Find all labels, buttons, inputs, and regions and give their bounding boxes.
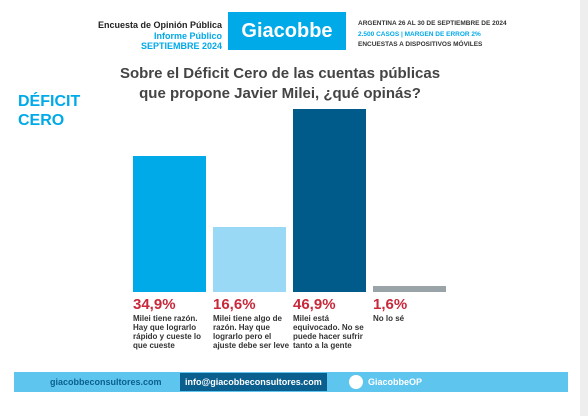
value-label: 46,9% — [293, 296, 336, 313]
footer-email[interactable]: info@giacobbeconsultores.com — [180, 373, 327, 391]
brand-logo: Giacobbe — [228, 12, 346, 50]
category-label: Milei tiene razón. Hay que lograrlo rápi… — [133, 314, 202, 350]
header-location: ARGENTINA 26 AL 30 DE SEPTIEMBRE DE 2024 — [358, 20, 507, 27]
footer-web[interactable]: giacobbeconsultores.com — [50, 377, 162, 387]
footer-twitter[interactable]: GiacobbeOP — [368, 377, 423, 387]
value-label: 1,6% — [373, 296, 408, 313]
header-report: Informe Público — [153, 31, 222, 41]
bar — [213, 227, 286, 292]
value-label: 16,6% — [213, 296, 256, 313]
header-method: ENCUESTAS A DISPOSITIVOS MÓVILES — [358, 41, 483, 48]
category-label: Milei tiene algo de razón. Hay que logra… — [213, 314, 290, 350]
bar — [373, 285, 446, 292]
category-label: No lo sé — [373, 314, 405, 323]
bar — [293, 109, 366, 292]
side-label: DÉFICIT CERO — [18, 93, 81, 129]
header-survey: Encuesta de Opinión Pública — [97, 20, 222, 30]
header-sample: 2.500 CASOS | MARGEN DE ERROR 2% — [358, 31, 481, 38]
category-label: Milei está equivocado. No se puede hacer… — [293, 314, 364, 350]
scrollbar — [580, 0, 588, 416]
bar — [133, 155, 206, 292]
chart-title: Sobre el Déficit Cero de las cuentas púb… — [119, 65, 441, 102]
twitter-icon — [349, 375, 363, 389]
value-label: 34,9% — [133, 296, 176, 313]
header-date: SEPTIEMBRE 2024 — [140, 41, 222, 51]
